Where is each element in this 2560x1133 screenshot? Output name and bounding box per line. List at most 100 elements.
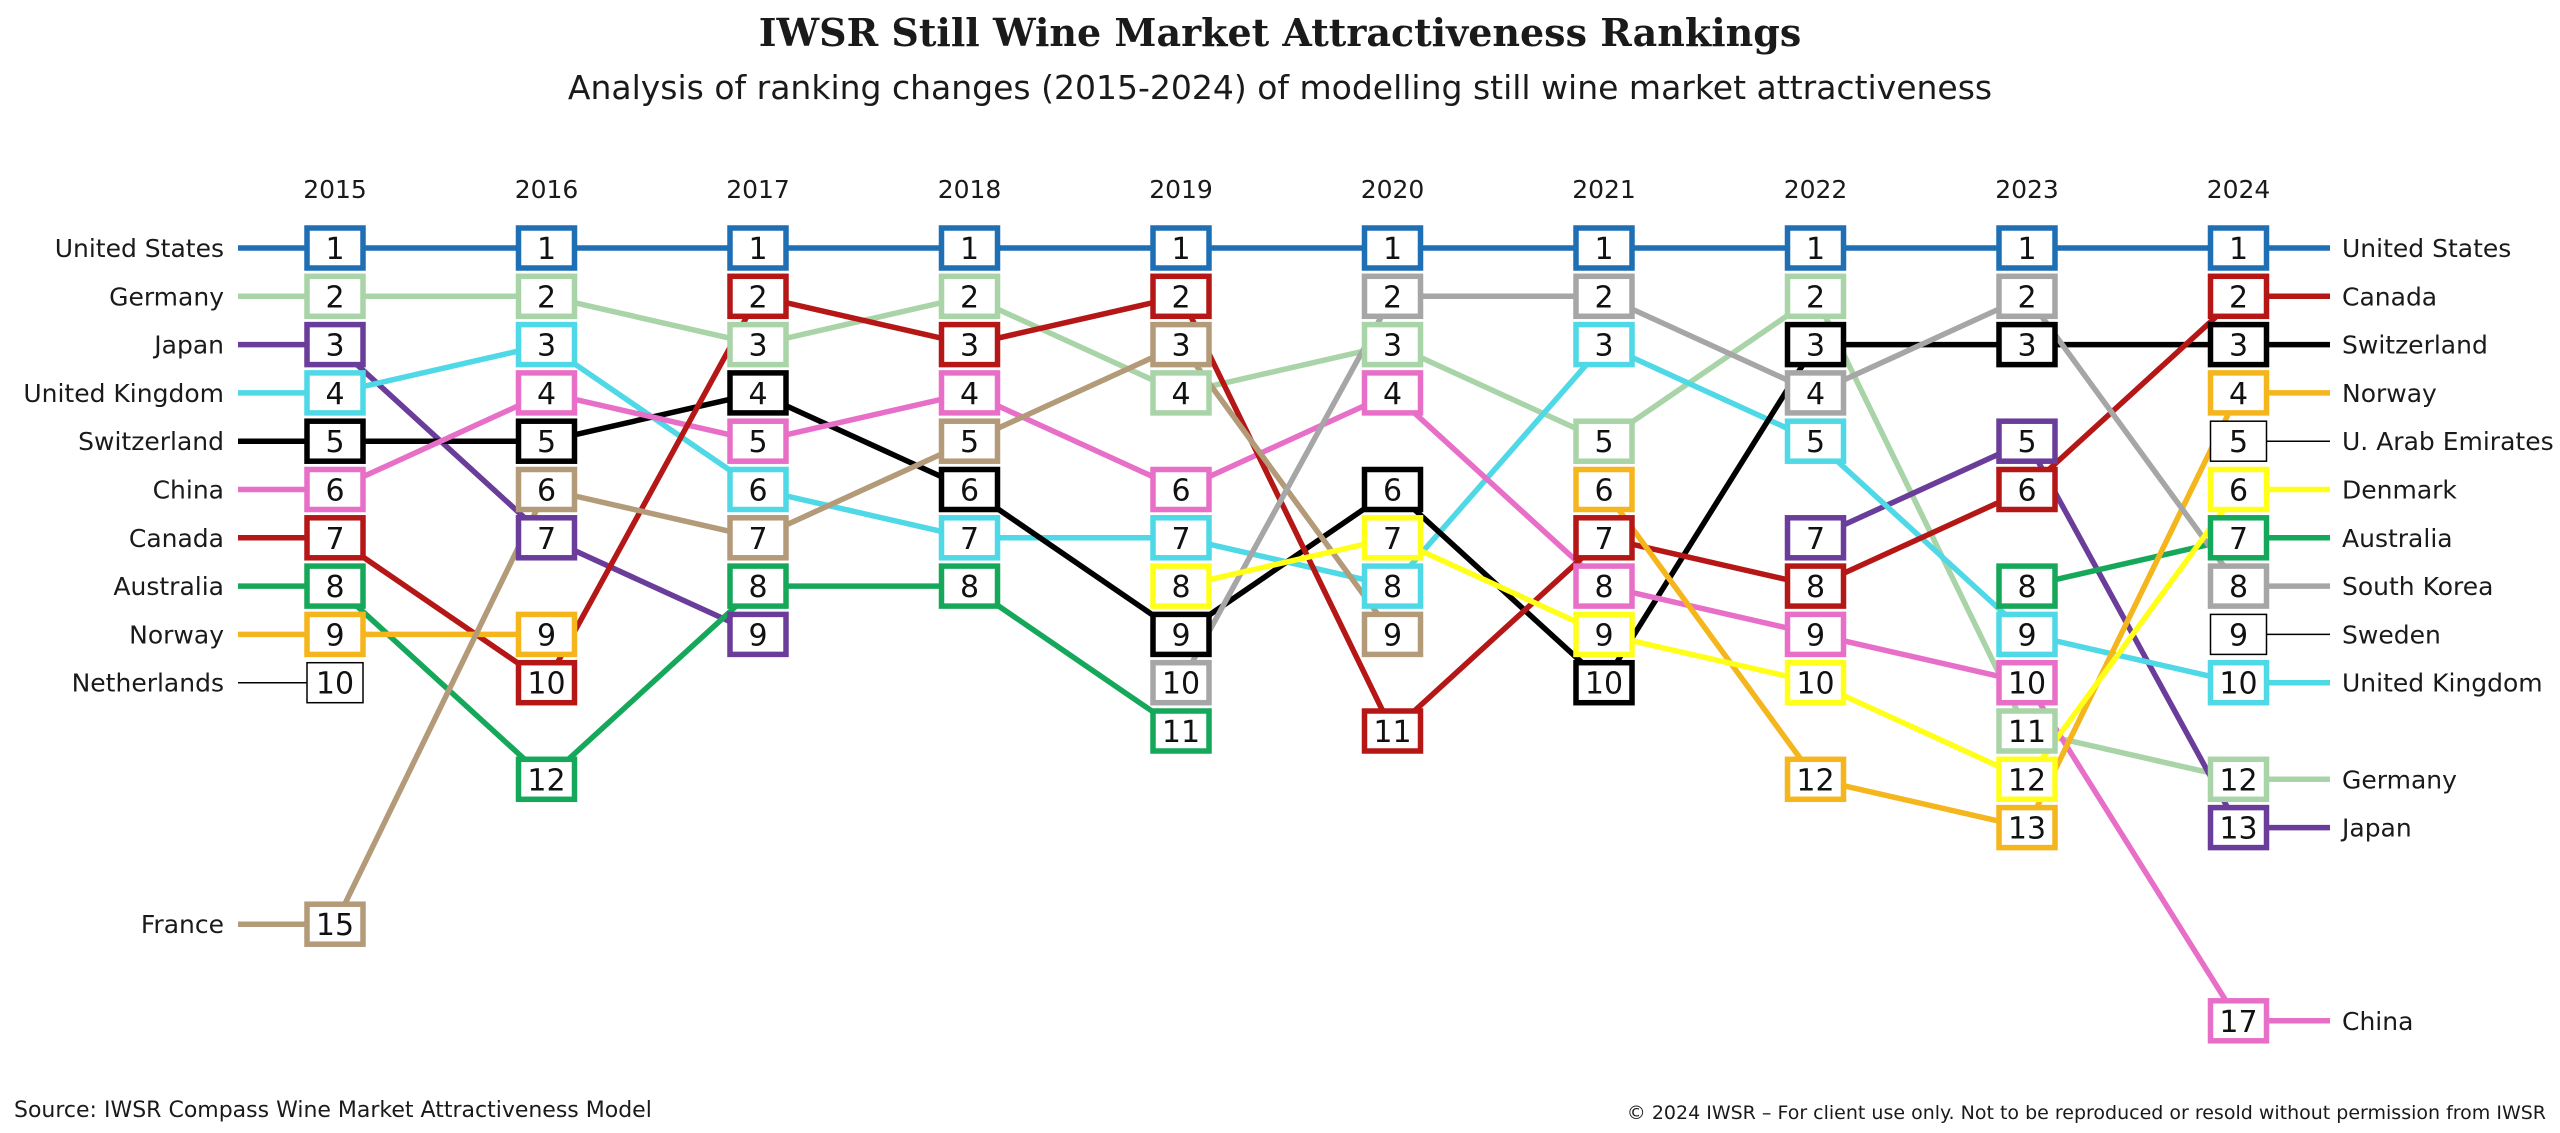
rank-value-united-states: 1 xyxy=(1383,232,1402,267)
left-label-france: France xyxy=(141,910,224,939)
left-label-japan: Japan xyxy=(152,331,224,360)
rank-box-germany xyxy=(2207,756,2270,803)
rank-box-canada xyxy=(1996,466,2058,513)
rank-box-australia xyxy=(938,563,1001,609)
rank-value-denmark: 6 xyxy=(2229,474,2248,509)
rank-value-united-kingdom: 10 xyxy=(2219,667,2257,702)
source-note: Source: IWSR Compass Wine Market Attract… xyxy=(14,1098,652,1123)
rank-box-denmark xyxy=(1361,515,1424,561)
rank-value-united-kingdom: 3 xyxy=(1594,329,1613,364)
left-label-switzerland: Switzerland xyxy=(78,427,224,456)
series-line-germany xyxy=(543,293,761,348)
rank-box-united-kingdom xyxy=(1573,321,1635,368)
right-label-united-kingdom: United Kingdom xyxy=(2342,669,2543,698)
rank-box-switzerland xyxy=(938,466,1001,513)
right-label-china: China xyxy=(2342,1007,2413,1036)
series-line-australia xyxy=(2024,535,2242,589)
rank-value-united-kingdom: 9 xyxy=(2017,618,2036,653)
rank-box-united-states xyxy=(1784,225,1847,271)
right-label-germany: Germany xyxy=(2342,765,2457,794)
rank-value-south-korea: 8 xyxy=(2229,570,2248,605)
rank-value-australia: 7 xyxy=(2229,522,2248,557)
rank-value-germany: 2 xyxy=(1806,280,1825,315)
rank-box-japan xyxy=(1784,515,1847,561)
chart-subtitle: Analysis of ranking changes (2015-2024) … xyxy=(567,68,1993,107)
series-line-south-korea xyxy=(1601,293,1819,396)
rank-box-united-kingdom xyxy=(304,370,366,416)
rank-value-germany: 5 xyxy=(1594,425,1613,460)
series-line-france xyxy=(966,341,1184,444)
year-label: 2020 xyxy=(1361,175,1425,204)
rank-value-south-korea: 4 xyxy=(1806,377,1825,412)
rank-value-germany: 4 xyxy=(1171,377,1190,412)
rank-value-switzerland: 5 xyxy=(325,425,344,460)
rank-box-south-korea xyxy=(1361,273,1424,320)
rank-value-united-kingdom: 6 xyxy=(748,474,767,509)
rank-value-canada: 11 xyxy=(1373,715,1411,750)
series-line-china xyxy=(1389,390,1607,589)
rank-value-china: 17 xyxy=(2219,1005,2257,1040)
rank-box-china xyxy=(515,370,578,416)
right-label-south-korea: South Korea xyxy=(2342,572,2493,601)
rank-box-china xyxy=(1573,563,1635,609)
left-label-canada: Canada xyxy=(129,524,224,553)
rank-box-australia xyxy=(515,756,578,803)
rank-value-germany: 2 xyxy=(960,280,979,315)
rank-box-united-states xyxy=(2207,225,2270,271)
series-line-france xyxy=(543,486,761,541)
rank-value-south-korea: 2 xyxy=(1383,280,1402,315)
rank-value-germany: 2 xyxy=(325,280,344,315)
rank-box-china xyxy=(1784,611,1847,658)
rank-value-france: 6 xyxy=(537,474,556,509)
rank-box-australia xyxy=(304,563,366,609)
rank-value-australia: 12 xyxy=(527,763,565,798)
rank-box-japan xyxy=(515,515,578,561)
series-line-china xyxy=(1812,631,2030,686)
left-label-united-kingdom: United Kingdom xyxy=(23,379,224,408)
series-line-united-kingdom xyxy=(1601,341,1819,444)
right-label-sweden: Sweden xyxy=(2342,620,2441,649)
series-line-china xyxy=(1178,390,1396,493)
series-line-germany xyxy=(1601,293,1819,444)
rank-box-norway xyxy=(1996,804,2058,851)
left-label-australia: Australia xyxy=(113,572,224,601)
series-line-united-kingdom xyxy=(2024,631,2242,686)
rank-value-canada: 7 xyxy=(325,522,344,557)
rank-box-denmark xyxy=(1573,611,1635,658)
rank-box-norway xyxy=(515,611,578,658)
rank-box-switzerland xyxy=(1150,611,1212,658)
series-line-south-korea xyxy=(2024,293,2242,589)
rank-value-japan: 9 xyxy=(748,618,767,653)
rank-box-united-kingdom xyxy=(1361,563,1424,609)
rank-value-switzerland: 3 xyxy=(2017,329,2036,364)
rank-box-norway xyxy=(2207,370,2270,416)
rank-box-france xyxy=(1361,611,1424,658)
rank-value-france: 9 xyxy=(1383,618,1402,653)
rank-box-united-states xyxy=(1150,225,1212,271)
series-line-canada xyxy=(755,293,973,348)
rank-box-united-kingdom xyxy=(727,466,789,513)
rank-value-japan: 13 xyxy=(2219,812,2257,847)
year-label: 2019 xyxy=(1149,175,1213,204)
rank-value-norway: 4 xyxy=(2229,377,2248,412)
rank-value-china: 9 xyxy=(1806,618,1825,653)
rank-box-united-states xyxy=(1573,225,1635,271)
rank-value-switzerland: 3 xyxy=(2229,329,2248,364)
series-line-canada xyxy=(966,293,1184,348)
rank-box-japan xyxy=(304,321,366,368)
rank-value-denmark: 9 xyxy=(1594,618,1613,653)
rank-value-norway: 9 xyxy=(325,618,344,653)
series-line-switzerland xyxy=(966,486,1184,638)
rank-value-switzerland: 4 xyxy=(748,377,767,412)
rank-value-japan: 7 xyxy=(537,522,556,557)
rank-box-norway xyxy=(1784,756,1847,803)
rank-box-switzerland xyxy=(1361,466,1424,513)
rank-value-china: 10 xyxy=(2008,667,2046,702)
rank-box-south-korea xyxy=(1573,273,1635,320)
rank-value-china: 5 xyxy=(748,425,767,460)
rank-value-china: 6 xyxy=(1171,474,1190,509)
rank-value-china: 6 xyxy=(325,474,344,509)
rank-box-denmark xyxy=(1996,756,2058,803)
rank-box-switzerland xyxy=(304,418,366,464)
series-line-germany xyxy=(966,293,1184,396)
